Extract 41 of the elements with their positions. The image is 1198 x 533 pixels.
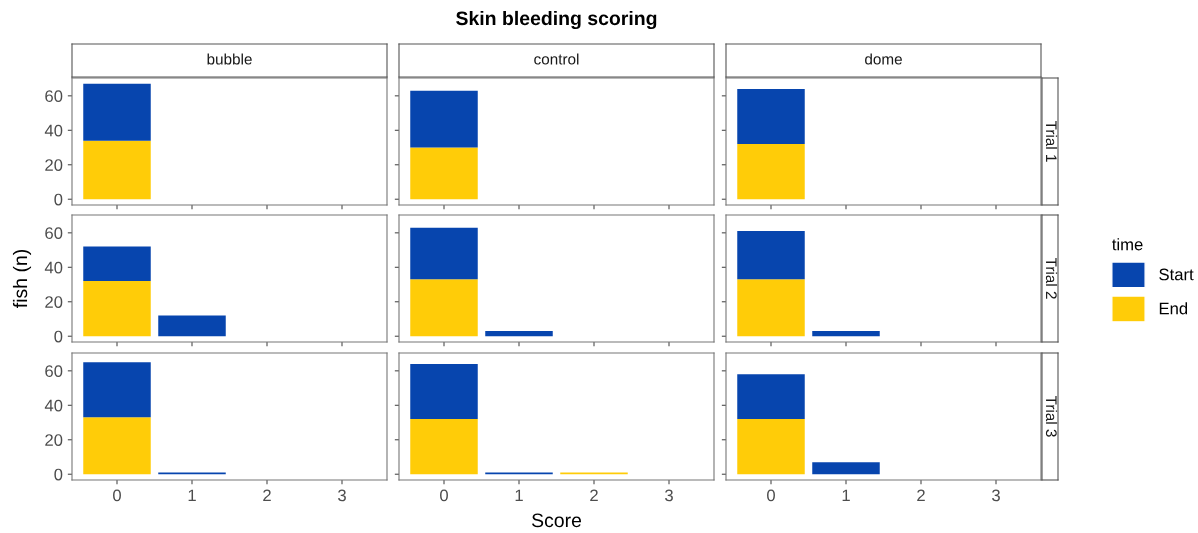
y-tick-label: 0	[54, 468, 63, 481]
chart-title: Skin bleeding scoring	[456, 10, 657, 30]
x-tick-label: 1	[842, 489, 850, 502]
x-tick-label: 2	[917, 489, 925, 502]
chart-subtitle: bubble	[207, 53, 252, 65]
y-tick-label: 0	[54, 193, 63, 206]
x-tick-label: 1	[188, 489, 196, 502]
legend-title: time	[1112, 238, 1143, 251]
text: Trial 1	[1045, 120, 1058, 162]
y-axis-title: fish (n)	[12, 249, 32, 308]
legend-label: End	[1159, 302, 1188, 315]
x-tick-label: 3	[992, 489, 1000, 502]
x-tick-label: 0	[440, 489, 448, 502]
y-tick-label: 20	[45, 159, 63, 171]
text: Trial 3	[1045, 395, 1058, 437]
y-tick-label: 0	[54, 330, 63, 343]
y-tick-label: 20	[45, 434, 63, 446]
x-tick-label: 0	[113, 489, 121, 502]
bar	[83, 417, 151, 475]
chart-subtitle: dome	[865, 53, 902, 65]
x-tick-label: 0	[767, 489, 775, 502]
y-tick-label: 40	[44, 261, 63, 274]
y-tick-label: 60	[45, 90, 63, 103]
legend-label: Start	[1159, 268, 1194, 281]
x-tick-label: 2	[590, 489, 598, 502]
x-tick-label: 2	[263, 489, 271, 502]
text: Trial 2	[1045, 257, 1058, 299]
bar	[83, 246, 151, 282]
chart-subtitle: control	[534, 53, 579, 65]
x-tick-label: 1	[515, 489, 523, 502]
y-tick-label: 40	[44, 399, 63, 412]
y-tick-label: 60	[45, 227, 63, 240]
x-axis-title: Score	[531, 513, 582, 528]
x-tick-label: 3	[665, 489, 673, 502]
y-tick-label: 60	[45, 365, 63, 378]
bar	[83, 281, 151, 337]
bar	[83, 362, 151, 418]
y-tick-label: 20	[45, 296, 63, 308]
y-tick-label: 40	[44, 124, 63, 137]
x-tick-label: 3	[338, 489, 346, 502]
bar	[158, 315, 226, 337]
